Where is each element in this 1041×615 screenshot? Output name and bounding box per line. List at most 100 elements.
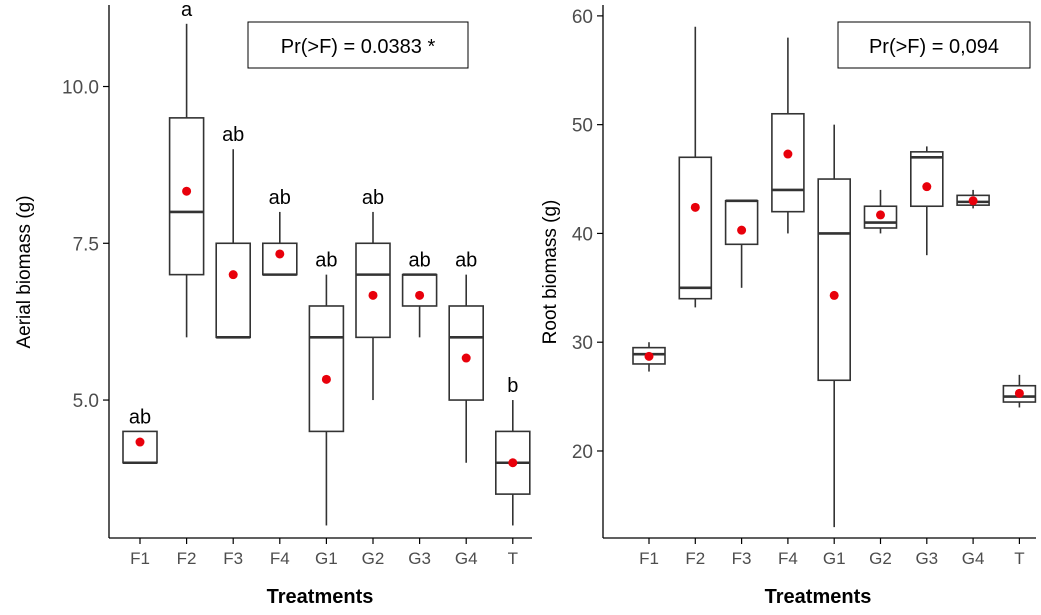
box-g1: ab — [308, 250, 345, 526]
box-f1 — [632, 342, 666, 372]
iqr-box — [215, 242, 251, 339]
significance-letter: ab — [222, 124, 244, 146]
iqr-box — [771, 112, 805, 213]
y-tick-label: 7.5 — [73, 234, 99, 255]
x-tick-label: G2 — [362, 549, 385, 568]
mean-point — [922, 182, 932, 192]
x-ticks: F1 F2 F3 F4 G1 G2 G3 G4 T — [639, 538, 1025, 568]
mean-point — [876, 210, 885, 220]
mean-point — [508, 458, 518, 468]
y-tick-label: 10.0 — [62, 78, 99, 99]
boxes: ab a ab ab ab ab ab ab b — [122, 0, 531, 526]
x-tick-label: G4 — [962, 549, 985, 568]
box-g3 — [909, 146, 944, 256]
root-biomass-chart: 20 30 40 50 60 F1 F2 F3 F4 G1 G2 G3 G4 T Pr(>F) = 0,… — [540, 5, 1037, 608]
box-t — [1002, 374, 1037, 408]
box-f4 — [771, 37, 805, 234]
y-tick-label: 50 — [572, 116, 593, 137]
x-tick-label: F3 — [223, 549, 243, 568]
iqr-box — [308, 305, 345, 433]
x-axis-title: Treatments — [765, 586, 872, 608]
box-f2: a — [168, 0, 205, 338]
box-g2 — [863, 189, 898, 234]
x-tick-label: F4 — [270, 549, 290, 568]
mean-point — [228, 270, 238, 280]
boxes — [632, 26, 1037, 528]
annotation-text: Pr(>F) = 0.0383 * — [281, 36, 436, 58]
x-tick-label: F1 — [130, 549, 150, 568]
x-ticks: F1 F2 F3 F4 G1 G2 G3 G4 T — [130, 538, 518, 568]
y-ticks: 20 30 40 50 60 — [572, 7, 603, 463]
iqr-box — [448, 305, 485, 401]
box-f3: ab — [215, 124, 251, 339]
mean-point — [135, 437, 145, 447]
mean-point — [783, 149, 793, 159]
x-tick-label: G4 — [455, 549, 478, 568]
mean-point — [968, 196, 978, 206]
mean-point — [368, 290, 378, 300]
annotation-text: Pr(>F) = 0,094 — [869, 36, 999, 58]
aerial-biomass-chart: 5.07.510.0 F1 F2 F3 F4 G1 G2 G3 G4 T abaabababab… — [14, 0, 532, 608]
mean-point — [690, 202, 700, 212]
significance-letter: ab — [269, 187, 291, 209]
box-g1 — [817, 124, 852, 528]
significance-letter: b — [507, 375, 518, 397]
iqr-box — [168, 117, 205, 276]
mean-point — [275, 249, 285, 259]
x-tick-label: F3 — [732, 549, 752, 568]
significance-annotation: Pr(>F) = 0,094 — [837, 21, 1031, 69]
iqr-box — [401, 273, 438, 307]
x-tick-label: G2 — [869, 549, 892, 568]
x-axis-title: Treatments — [267, 586, 374, 608]
box-g4: ab — [448, 250, 485, 463]
x-tick-label: F2 — [685, 549, 705, 568]
mean-point — [321, 374, 331, 384]
mean-point — [461, 353, 471, 363]
significance-letter: a — [181, 0, 193, 21]
mean-point — [182, 186, 192, 196]
iqr-box — [909, 151, 944, 208]
iqr-box — [261, 242, 298, 276]
y-tick-label: 40 — [572, 224, 593, 245]
annotation-box — [837, 21, 1031, 69]
x-tick-label: T — [1014, 549, 1024, 568]
significance-letter: ab — [455, 250, 477, 272]
significance-annotation: Pr(>F) = 0.0383 * — [247, 21, 469, 69]
significance-letter: ab — [362, 187, 384, 209]
box-f3 — [724, 199, 759, 288]
x-tick-label: G3 — [915, 549, 938, 568]
x-tick-label: G1 — [315, 549, 338, 568]
box-g4 — [956, 189, 990, 209]
y-tick-label: 60 — [572, 7, 593, 28]
mean-point — [644, 351, 654, 361]
iqr-box — [355, 242, 391, 339]
significance-letter: ab — [129, 406, 151, 428]
x-tick-label: G1 — [823, 549, 846, 568]
iqr-box — [122, 430, 158, 464]
significance-letter: ab — [408, 250, 430, 272]
x-tick-label: G3 — [408, 549, 431, 568]
x-tick-label: F1 — [639, 549, 659, 568]
box-t: b — [494, 375, 531, 526]
mean-point — [1014, 388, 1024, 398]
x-tick-label: T — [508, 549, 518, 568]
y-tick-label: 5.0 — [73, 391, 99, 412]
significance-letter: ab — [315, 250, 337, 272]
box-g3: ab — [401, 250, 438, 338]
box-f2 — [678, 26, 713, 308]
mean-point — [737, 225, 747, 235]
box-f4: ab — [261, 187, 298, 276]
box-g2: ab — [355, 187, 391, 401]
iqr-box — [817, 178, 852, 382]
mean-point — [829, 290, 839, 300]
iqr-box — [724, 199, 759, 246]
y-tick-label: 30 — [572, 333, 593, 354]
mean-point — [415, 290, 425, 300]
box-f1: ab — [122, 406, 158, 465]
y-axis-title: Aerial biomass (g) — [14, 195, 35, 348]
x-tick-label: F2 — [177, 549, 197, 568]
iqr-box — [678, 156, 713, 300]
y-ticks: 5.0 7.5 10.0 — [62, 78, 109, 412]
annotation-box — [247, 21, 469, 69]
